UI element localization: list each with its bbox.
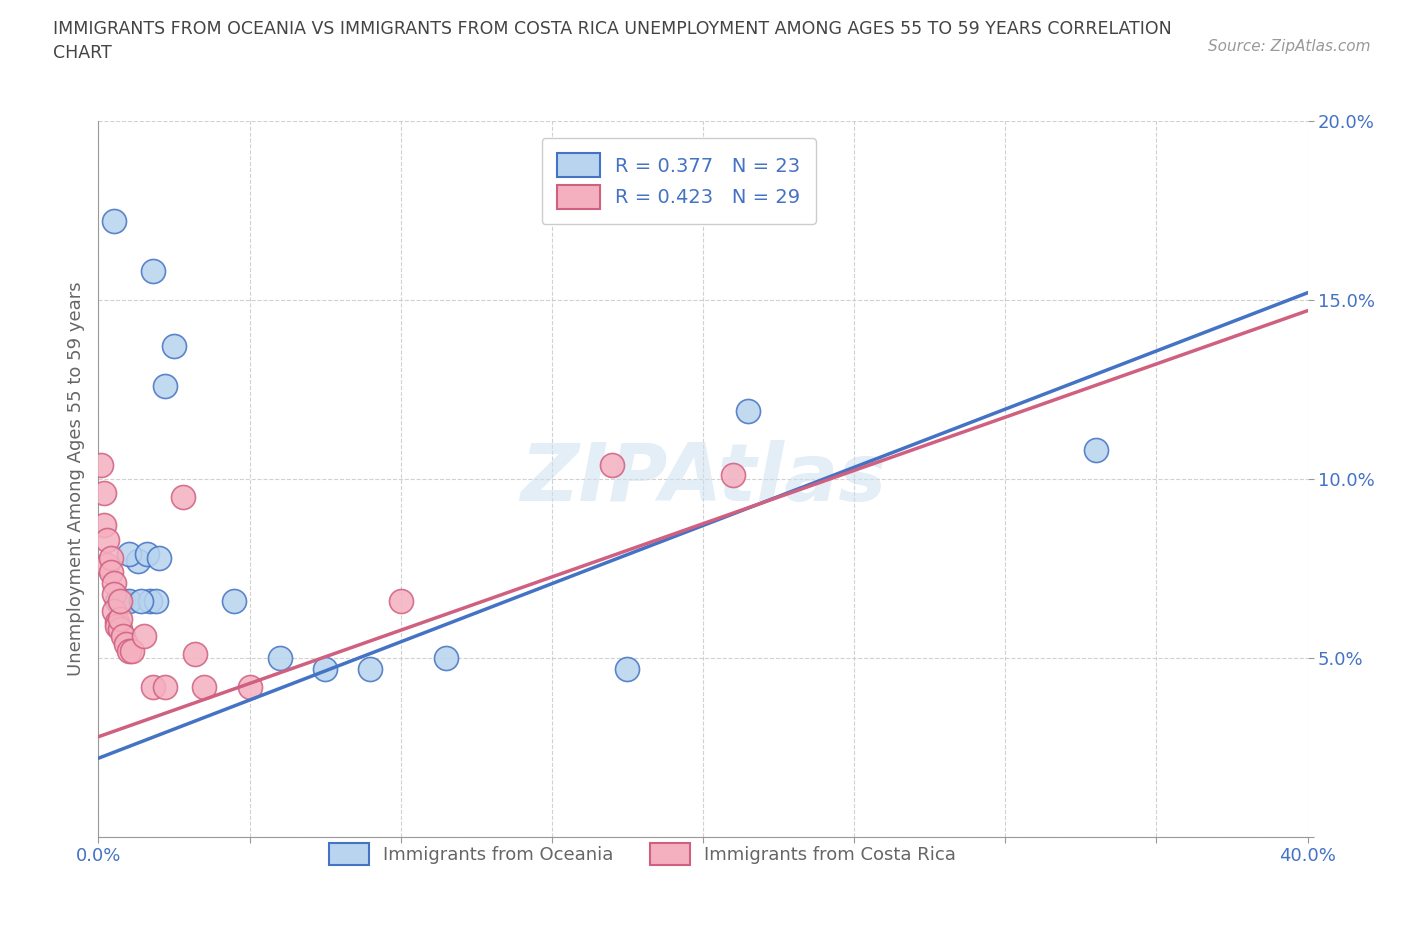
Text: CHART: CHART (53, 44, 112, 61)
Point (184, 647, 207, 662)
Point (105, 593, 128, 608)
Point (153, 679, 176, 694)
Point (602, 458, 624, 472)
Point (389, 593, 412, 608)
Point (129, 593, 152, 608)
Point (108, 593, 131, 608)
Point (93, 485, 115, 500)
Point (108, 593, 131, 608)
Point (142, 264, 165, 279)
Point (103, 576, 125, 591)
Point (90, 458, 112, 472)
Point (114, 636, 136, 651)
Point (108, 611, 131, 626)
Point (118, 547, 141, 562)
Point (135, 547, 157, 562)
Point (111, 629, 134, 644)
Point (132, 629, 155, 644)
Point (360, 661, 382, 676)
Point (121, 644, 143, 658)
Text: IMMIGRANTS FROM OCEANIA VS IMMIGRANTS FROM COSTA RICA UNEMPLOYMENT AMONG AGES 55: IMMIGRANTS FROM OCEANIA VS IMMIGRANTS FR… (53, 20, 1173, 38)
Point (224, 593, 246, 608)
Point (108, 622, 131, 637)
Point (616, 661, 638, 676)
Point (127, 554, 149, 569)
Point (193, 679, 215, 694)
Point (103, 604, 125, 618)
Point (139, 593, 162, 608)
Point (239, 679, 262, 694)
Point (103, 586, 125, 601)
Point (105, 615, 128, 630)
Point (118, 644, 141, 658)
Y-axis label: Unemployment Among Ages 55 to 59 years: Unemployment Among Ages 55 to 59 years (66, 282, 84, 676)
Point (105, 618, 128, 633)
Text: Source: ZipAtlas.com: Source: ZipAtlas.com (1208, 39, 1371, 54)
Point (142, 679, 165, 694)
Point (163, 339, 186, 354)
Point (1085, 443, 1108, 458)
Point (96, 532, 118, 547)
Point (314, 661, 336, 676)
Legend: Immigrants from Oceania, Immigrants from Costa Rica: Immigrants from Oceania, Immigrants from… (316, 830, 969, 878)
Point (96, 557, 118, 572)
Point (148, 551, 170, 565)
Point (269, 651, 291, 666)
Point (434, 651, 457, 666)
Point (100, 565, 122, 579)
Point (100, 551, 122, 565)
Text: ZIPAtlas: ZIPAtlas (520, 440, 886, 518)
Point (103, 214, 125, 229)
Point (111, 593, 134, 608)
Point (118, 593, 141, 608)
Point (153, 379, 176, 393)
Point (172, 489, 194, 504)
Point (723, 468, 745, 483)
Point (145, 593, 167, 608)
Point (737, 404, 759, 418)
Point (93, 518, 115, 533)
